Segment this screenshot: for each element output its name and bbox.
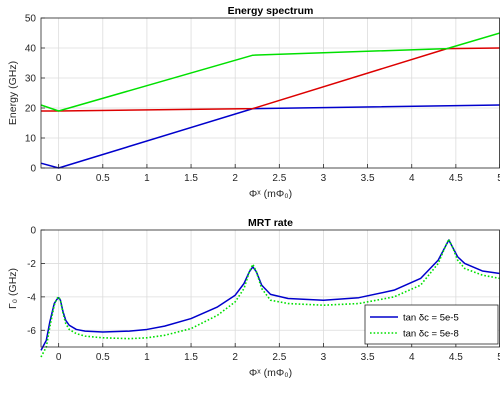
y-tick-label: 20 <box>25 104 37 115</box>
energy-grid <box>41 17 500 169</box>
energy-x-ticks: 0 0.5 1 1.5 2 2.5 3 3.5 4 4.5 5 <box>56 164 500 184</box>
energy-y-axis-label: Energy (GHz) <box>7 61 19 125</box>
mrt-x-axis-label: Φˣ (mΦ₀) <box>249 367 292 379</box>
x-tick-label: 3.5 <box>361 173 375 184</box>
x-tick-label: 2 <box>232 352 238 363</box>
energy-chart-title: Energy spectrum <box>228 5 314 17</box>
x-tick-label: 1 <box>144 173 150 184</box>
y-tick-label: -4 <box>27 292 36 303</box>
y-tick-label: 10 <box>25 134 37 145</box>
series-line-2 <box>40 238 500 358</box>
series-line-2 <box>41 47 500 112</box>
x-tick-label: 0.5 <box>96 352 110 363</box>
x-tick-label: 5 <box>497 352 500 363</box>
legend-label-series-1: tan δc = 5e-5 <box>403 313 459 324</box>
x-tick-label: 1 <box>144 352 150 363</box>
y-tick-label: -2 <box>27 259 36 270</box>
mrt-chart-title: MRT rate <box>248 217 293 229</box>
x-tick-label: 2.5 <box>272 173 286 184</box>
x-tick-label: 4 <box>409 173 415 184</box>
x-tick-label: 2.5 <box>272 352 286 363</box>
mrt-legend: tan δc = 5e-5 tan δc = 5e-8 <box>364 304 499 345</box>
x-tick-label: 3 <box>321 173 327 184</box>
energy-spectrum-chart: 0 0.5 1 1.5 2 2.5 3 3.5 4 4.5 5 0 10 20 30 40 50 Energy… <box>7 5 500 200</box>
energy-y-ticks: 0 10 20 30 40 50 <box>25 14 45 175</box>
x-tick-label: 3 <box>321 352 327 363</box>
x-tick-label: 1.5 <box>184 173 198 184</box>
energy-plot-frame <box>40 17 500 169</box>
x-tick-label: 0 <box>56 352 62 363</box>
y-tick-label: 50 <box>25 14 37 25</box>
energy-x-axis-label: Φˣ (mΦ₀) <box>249 188 292 200</box>
series-line-3 <box>40 32 500 112</box>
x-tick-label: 2 <box>232 173 238 184</box>
x-tick-label: 5 <box>497 173 500 184</box>
series-line-1 <box>40 104 500 169</box>
legend-box <box>364 304 499 345</box>
x-tick-label: 0.5 <box>96 173 110 184</box>
legend-label-series-2: tan δc = 5e-8 <box>403 329 459 340</box>
x-tick-label: 4.5 <box>449 352 463 363</box>
x-tick-label: 3.5 <box>361 352 375 363</box>
mrt-x-ticks: 0 0.5 1 1.5 2 2.5 3 3.5 4 4.5 5 <box>56 343 500 363</box>
x-tick-label: 0 <box>56 173 62 184</box>
mrt-y-axis-label: Γ₀ (GHz) <box>7 268 19 309</box>
mrt-rate-chart: 0 0.5 1 1.5 2 2.5 3 3.5 4 4.5 5 -6 -4 -2 0 MRT rate Φ… <box>7 217 500 379</box>
x-tick-label: 4 <box>409 352 415 363</box>
y-tick-label: 0 <box>30 164 36 175</box>
y-tick-label: 0 <box>30 226 36 237</box>
x-tick-label: 4.5 <box>449 173 463 184</box>
y-tick-label: 40 <box>25 44 37 55</box>
x-tick-label: 1.5 <box>184 352 198 363</box>
y-tick-label: 30 <box>25 74 37 85</box>
y-tick-label: -6 <box>27 326 36 337</box>
mrt-y-ticks: -6 -4 -2 0 <box>27 226 45 337</box>
mrt-series-group <box>40 238 500 358</box>
energy-series-group <box>40 32 500 169</box>
